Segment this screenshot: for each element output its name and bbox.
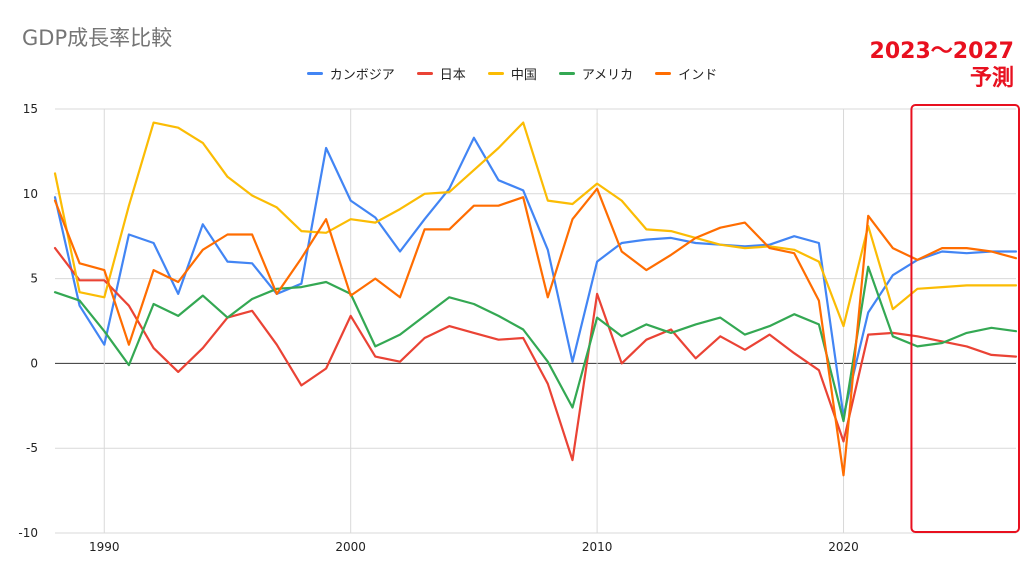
y-tick-label: 15: [23, 102, 38, 116]
y-tick-label: 5: [30, 272, 38, 286]
legend-swatch: [558, 72, 575, 75]
x-tick-label: 2010: [582, 540, 613, 554]
legend-swatch: [306, 72, 323, 75]
legend-item-usa[interactable]: アメリカ: [558, 64, 634, 83]
x-tick-label: 2000: [335, 540, 366, 554]
x-tick-label: 1990: [89, 540, 120, 554]
y-tick-label: -5: [26, 441, 38, 455]
series-line: [53, 247, 1018, 462]
forecast-word: 予測: [969, 66, 1014, 91]
legend-item-india[interactable]: インド: [655, 64, 717, 83]
legend-item-china[interactable]: 中国: [487, 64, 537, 83]
forecast-years: 2023～2027: [869, 39, 1014, 64]
legend-swatch: [416, 72, 433, 75]
legend-item-cambodia[interactable]: カンボジア: [306, 64, 395, 83]
forecast-annotation: 2023～2027 予測: [870, 38, 1014, 92]
legend-label: アメリカ: [581, 68, 634, 83]
x-tick-label: 2020: [828, 540, 859, 554]
legend-label: インド: [678, 68, 718, 83]
chart-title: GDP成長率比較: [22, 26, 173, 50]
legend-swatch: [487, 72, 504, 75]
legend-label: 中国: [510, 68, 537, 83]
y-tick-label: 0: [30, 356, 38, 370]
series-line: [53, 121, 1018, 328]
legend-item-japan[interactable]: 日本: [416, 64, 466, 83]
forecast-highlight-box: [910, 104, 1021, 533]
legend-label: カンボジア: [329, 68, 395, 83]
y-tick-label: -10: [18, 526, 38, 540]
legend-label: 日本: [439, 68, 466, 83]
legend-swatch: [655, 72, 672, 75]
series-line: [53, 265, 1018, 423]
legend: カンボジア 日本 中国 アメリカ インド: [0, 64, 1024, 83]
y-tick-label: 10: [23, 187, 38, 201]
series-line: [53, 187, 1018, 477]
